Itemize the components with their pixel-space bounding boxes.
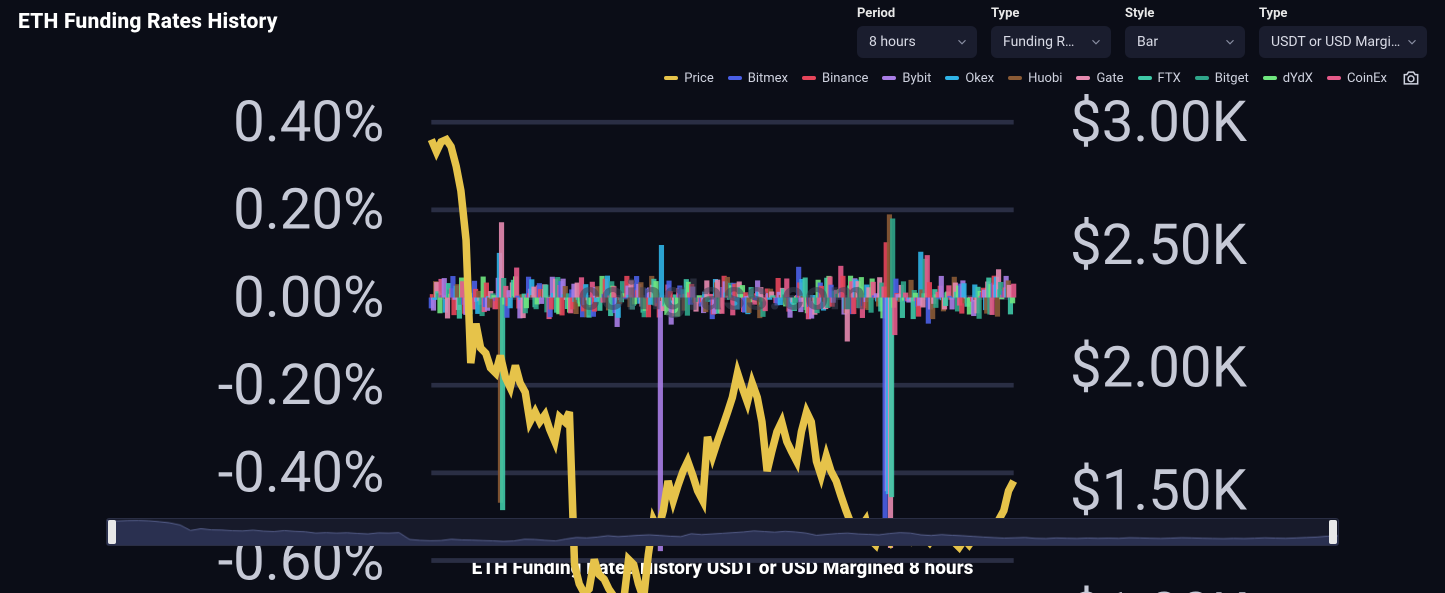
svg-text:$1.50K: $1.50K bbox=[1070, 458, 1248, 524]
legend-label: Okex bbox=[965, 71, 994, 86]
scrubber-handle-left[interactable] bbox=[108, 520, 116, 544]
control-label: Type bbox=[1259, 6, 1427, 21]
legend-item-okex[interactable]: Okex bbox=[945, 71, 994, 86]
legend-label: Bitget bbox=[1215, 71, 1249, 86]
legend-label: dYdX bbox=[1283, 71, 1313, 86]
select-type-3[interactable]: USDT or USD Margi… bbox=[1259, 26, 1427, 58]
svg-text:$2.00K: $2.00K bbox=[1070, 335, 1248, 401]
legend-item-dydx[interactable]: dYdX bbox=[1263, 71, 1313, 86]
svg-text:0.40%: 0.40% bbox=[233, 94, 384, 155]
legend-label: Huobi bbox=[1028, 71, 1062, 86]
page-title: ETH Funding Rates History bbox=[18, 10, 278, 34]
legend-swatch bbox=[882, 76, 896, 80]
svg-text:$2.50K: $2.50K bbox=[1070, 212, 1248, 278]
legend-swatch bbox=[728, 76, 742, 80]
chevron-down-icon bbox=[1405, 35, 1419, 49]
control-label: Type bbox=[991, 6, 1111, 21]
chevron-down-icon bbox=[1089, 35, 1103, 49]
legend-item-bitget[interactable]: Bitget bbox=[1195, 71, 1249, 86]
svg-text:$3.00K: $3.00K bbox=[1070, 94, 1248, 155]
legend-item-bybit[interactable]: Bybit bbox=[882, 71, 931, 86]
legend-swatch bbox=[1138, 76, 1152, 80]
legend-swatch bbox=[1263, 76, 1277, 80]
svg-text:-0.40%: -0.40% bbox=[218, 440, 385, 506]
svg-text:0.20%: 0.20% bbox=[233, 177, 384, 243]
legend-item-ftx[interactable]: FTX bbox=[1138, 71, 1181, 86]
legend-label: Bybit bbox=[902, 71, 931, 86]
time-scrubber[interactable] bbox=[106, 518, 1339, 546]
legend-swatch bbox=[1195, 76, 1209, 80]
legend-item-coinex[interactable]: CoinEx bbox=[1327, 71, 1387, 86]
scrubber-handle-right[interactable] bbox=[1329, 520, 1337, 544]
legend-swatch bbox=[1327, 76, 1341, 80]
legend-item-gate[interactable]: Gate bbox=[1076, 71, 1123, 86]
legend-label: Price bbox=[684, 71, 713, 86]
legend-label: Bitmex bbox=[748, 71, 788, 86]
scrubber-preview bbox=[107, 519, 1338, 545]
legend-swatch bbox=[802, 76, 816, 80]
filter-controls: Period 8 hours Type Funding R… Style Bar Type U… bbox=[857, 6, 1427, 58]
svg-text:-0.20%: -0.20% bbox=[218, 352, 385, 418]
legend-label: Gate bbox=[1096, 71, 1123, 86]
legend-item-binance[interactable]: Binance bbox=[802, 71, 868, 86]
select-period-0[interactable]: 8 hours bbox=[857, 26, 977, 58]
svg-text:$1.00K: $1.00K bbox=[1070, 580, 1248, 593]
control-label: Style bbox=[1125, 6, 1245, 21]
chevron-down-icon bbox=[955, 35, 969, 49]
chart-legend: Price Bitmex Binance Bybit Okex Huobi Gate FTX B… bbox=[18, 68, 1427, 88]
legend-label: CoinEx bbox=[1347, 71, 1387, 86]
svg-text:0.00%: 0.00% bbox=[233, 264, 384, 330]
select-style-2[interactable]: Bar bbox=[1125, 26, 1245, 58]
legend-item-huobi[interactable]: Huobi bbox=[1008, 71, 1062, 86]
legend-item-price[interactable]: Price bbox=[664, 71, 713, 86]
chevron-down-icon bbox=[1223, 35, 1237, 49]
legend-swatch bbox=[1008, 76, 1022, 80]
legend-swatch bbox=[945, 76, 959, 80]
legend-item-bitmex[interactable]: Bitmex bbox=[728, 71, 788, 86]
camera-icon[interactable] bbox=[1401, 68, 1421, 88]
legend-label: FTX bbox=[1158, 71, 1181, 86]
legend-swatch bbox=[1076, 76, 1090, 80]
select-type-1[interactable]: Funding R… bbox=[991, 26, 1111, 58]
legend-swatch bbox=[664, 76, 678, 80]
legend-label: Binance bbox=[822, 71, 868, 86]
control-label: Period bbox=[857, 6, 977, 21]
chart-area: 0.40%0.20%0.00%-0.20%-0.40%-0.60%-0.80%$… bbox=[18, 94, 1427, 514]
